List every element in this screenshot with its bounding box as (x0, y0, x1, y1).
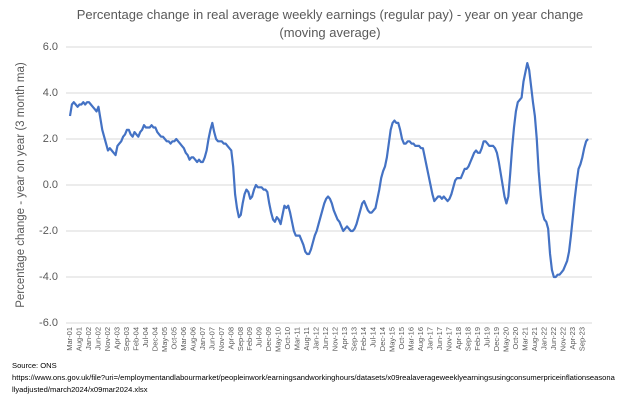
x-tick-label: Jun-07 (207, 327, 216, 350)
x-tick-label: Sep-23 (577, 327, 586, 351)
x-tick-label: May-05 (160, 327, 169, 352)
chart-title: Percentage change in real average weekly… (77, 7, 584, 22)
x-tick-label: Feb-09 (245, 327, 254, 351)
x-tick-label: Nov-22 (558, 327, 567, 351)
y-tick-label: -4.0 (39, 271, 58, 283)
source: Source: ONS (12, 361, 57, 370)
x-tick-label: Apr-08 (226, 327, 235, 350)
x-tick-label: Jun-12 (321, 327, 330, 350)
x-tick-label: Jun-22 (549, 327, 558, 350)
y-tick-label: 2.0 (43, 133, 58, 145)
x-tick-label: Sep-08 (236, 327, 245, 351)
x-tick-label: Mar-16 (407, 327, 416, 351)
y-tick-label: -6.0 (39, 317, 58, 329)
x-tick-label: May-10 (274, 327, 283, 352)
x-tick-label: Feb-14 (359, 327, 368, 351)
x-tick-label: Sep-13 (350, 327, 359, 351)
x-tick-label: Mar-11 (293, 327, 302, 350)
x-tick-label: Aug-11 (302, 327, 311, 351)
x-tick-label: Aug-21 (530, 327, 539, 351)
y-tick-label: 4.0 (43, 87, 58, 99)
x-tick-label: Nov-12 (331, 327, 340, 351)
x-tick-label: Jan-22 (539, 327, 548, 350)
y-axis-label: Percentage change - year on year (3 mont… (15, 62, 27, 308)
x-tick-label: Dec-19 (492, 327, 501, 351)
chart: Percentage change in real average weekly… (15, 7, 592, 352)
x-tick-label: Mar-01 (65, 327, 74, 351)
x-tick-label: Aug-06 (188, 327, 197, 351)
x-tick-label: Jan-02 (84, 327, 93, 350)
x-tick-label: Nov-17 (444, 327, 453, 351)
x-tick-label: Jan-17 (425, 327, 434, 350)
x-tick-label: Sep-18 (463, 327, 472, 351)
x-tick-label: Oct-20 (511, 327, 520, 350)
x-tick-label: Oct-05 (169, 327, 178, 350)
x-tick-label: Dec-04 (150, 327, 159, 351)
x-tick-label: Apr-23 (568, 327, 577, 350)
x-tick-label: Jul-14 (369, 327, 378, 347)
x-tick-label: Mar-21 (520, 327, 529, 351)
x-tick-label: Oct-15 (397, 327, 406, 350)
x-tick-label: Aug-16 (416, 327, 425, 351)
source-url: https://www.ons.gov.uk/file?uri=/employm… (12, 373, 615, 394)
x-tick-label: May-15 (388, 327, 397, 352)
x-tick-label: Dec-14 (378, 327, 387, 351)
y-tick-label: 0.0 (43, 179, 58, 191)
x-tick-label: May-20 (501, 327, 510, 352)
x-tick-label: Mar-06 (179, 327, 188, 351)
x-tick-label: Jun-02 (93, 327, 102, 350)
x-tick-label: Jul-19 (482, 327, 491, 347)
x-tick-label: Feb-19 (473, 327, 482, 351)
x-tick-label: Jul-04 (141, 327, 150, 347)
x-tick-label: Dec-09 (264, 327, 273, 351)
chart-subtitle: (moving average) (279, 25, 380, 40)
x-tick-label: Apr-03 (112, 327, 121, 350)
x-tick-label: Apr-13 (340, 327, 349, 350)
x-tick-label: Feb-04 (131, 327, 140, 351)
x-tick-label: Jan-12 (312, 327, 321, 350)
x-tick-label: Jun-17 (435, 327, 444, 350)
x-tick-label: Apr-18 (454, 327, 463, 350)
x-tick-label: Nov-07 (217, 327, 226, 351)
y-tick-label: -2.0 (39, 225, 58, 237)
source-block: Source: ONS https://www.ons.gov.uk/file?… (12, 360, 616, 396)
x-tick-label: Jul-09 (255, 327, 264, 347)
x-tick-label: Nov-02 (103, 327, 112, 351)
data-line (68, 62, 589, 279)
x-tick-label: Jan-07 (198, 327, 207, 350)
x-tick-label: Oct-10 (283, 327, 292, 350)
y-tick-label: 6.0 (43, 41, 58, 53)
x-tick-label: Sep-03 (122, 327, 131, 351)
x-tick-label: Aug-01 (74, 327, 83, 351)
